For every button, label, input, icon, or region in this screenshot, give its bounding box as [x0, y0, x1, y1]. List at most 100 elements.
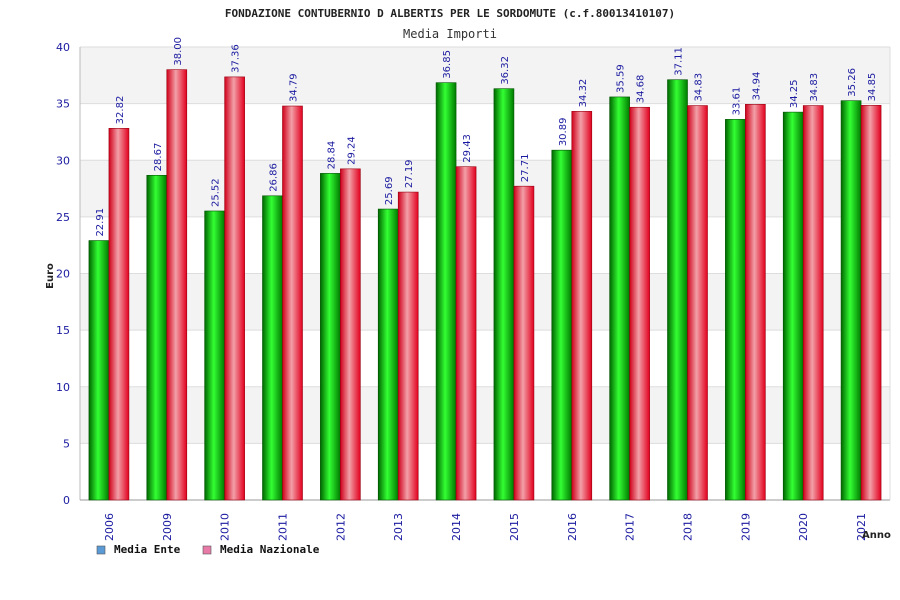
bars — [88, 69, 882, 501]
bar-media-nazionale — [455, 166, 477, 501]
value-label: 25.69 — [384, 176, 395, 205]
value-label: 34.83 — [694, 73, 705, 102]
bar-media-nazionale — [397, 191, 419, 501]
value-label: 29.24 — [346, 136, 357, 165]
y-axis-ticks: 0 5 10 15 20 25 30 35 40 — [56, 41, 70, 507]
legend-swatch — [96, 545, 106, 555]
bar-media-ente — [204, 210, 225, 501]
value-label: 28.84 — [326, 141, 337, 170]
bar-media-ente — [146, 175, 168, 501]
value-label: 33.61 — [731, 87, 742, 116]
value-label: 29.43 — [462, 134, 473, 163]
bar-media-ente — [320, 173, 341, 501]
bar-media-nazionale — [629, 106, 650, 501]
plot-band — [80, 160, 890, 217]
x-tick-label: 2011 — [277, 513, 290, 541]
value-label: 34.32 — [578, 79, 589, 108]
value-label: 28.67 — [153, 143, 164, 172]
bar-media-ente — [377, 208, 399, 501]
plot-band — [80, 273, 890, 331]
value-label: 32.82 — [115, 96, 126, 125]
bar-media-nazionale — [513, 185, 535, 501]
bar-media-nazionale — [340, 168, 361, 501]
value-label: 30.89 — [558, 118, 569, 147]
plot-band — [80, 386, 890, 444]
x-tick-label: 2015 — [508, 513, 521, 541]
value-label: 38.00 — [173, 37, 184, 66]
y-tick-label: 35 — [56, 98, 70, 111]
value-label: 37.36 — [231, 44, 242, 73]
bar-media-nazionale — [802, 105, 824, 501]
bar-media-nazionale — [166, 69, 188, 501]
legend-swatch — [202, 545, 212, 555]
x-tick-label: 2013 — [392, 513, 405, 541]
x-tick-label: 2018 — [682, 513, 695, 541]
y-tick-label: 10 — [56, 381, 70, 394]
x-tick-label: 2021 — [855, 513, 868, 541]
bar-media-ente — [840, 100, 862, 501]
value-label: 36.32 — [500, 56, 511, 85]
legend: Media Ente Media Nazionale — [96, 543, 320, 556]
bar-media-ente — [493, 88, 515, 501]
chart-subtitle: Media Importi — [403, 27, 497, 41]
x-tick-label: 2020 — [797, 513, 810, 541]
y-axis-label: Euro — [45, 263, 56, 289]
plot-band — [80, 216, 890, 274]
value-label: 22.91 — [95, 208, 106, 237]
bar-media-nazionale — [108, 128, 130, 501]
bar-media-ente — [88, 240, 110, 501]
bar-media-nazionale — [687, 105, 708, 501]
y-tick-label: 30 — [56, 154, 70, 167]
bar-media-nazionale — [860, 105, 882, 501]
plot-band — [80, 443, 890, 500]
value-label: 34.85 — [867, 73, 878, 102]
plot-band — [80, 47, 890, 104]
bar-media-ente — [551, 149, 573, 501]
bar-media-ente — [609, 96, 630, 501]
value-label: 36.85 — [442, 50, 453, 79]
x-tick-label: 2016 — [566, 513, 579, 541]
x-tick-label: 2017 — [624, 513, 637, 541]
legend-label: Media Nazionale — [220, 543, 320, 556]
value-label: 26.86 — [269, 163, 280, 192]
x-tick-label: 2006 — [103, 513, 116, 541]
legend-label: Media Ente — [114, 543, 181, 556]
bar-media-ente — [435, 82, 457, 501]
bar-media-nazionale — [224, 76, 245, 501]
x-tick-label: 2019 — [739, 513, 752, 541]
bar-media-ente — [725, 119, 746, 501]
value-label: 35.26 — [847, 68, 858, 97]
x-axis-label: Anno — [862, 530, 891, 541]
y-tick-label: 25 — [56, 211, 70, 224]
x-tick-label: 2014 — [450, 513, 463, 541]
bar-media-ente — [782, 111, 804, 501]
value-label: 35.59 — [616, 64, 627, 93]
chart-title: FONDAZIONE CONTUBERNIO D ALBERTIS PER LE… — [225, 7, 675, 20]
y-tick-label: 0 — [63, 494, 70, 507]
value-label: 37.11 — [674, 47, 685, 76]
plot-band — [80, 330, 890, 387]
bar-media-nazionale — [282, 105, 303, 501]
y-tick-label: 20 — [56, 268, 70, 281]
value-label: 34.79 — [289, 73, 300, 102]
value-label: 34.83 — [809, 73, 820, 102]
bar-media-ente — [667, 79, 688, 501]
plot-band — [80, 103, 890, 161]
bar-media-ente — [262, 195, 283, 501]
y-tick-label: 5 — [63, 437, 70, 450]
value-label: 27.71 — [520, 154, 531, 183]
bar-media-nazionale — [571, 111, 593, 501]
value-label: 34.25 — [789, 79, 800, 108]
value-label: 25.52 — [211, 178, 222, 207]
value-labels: 22.91 32.82 28.67 38.00 25.52 37.36 26.86 34.79… — [95, 37, 878, 237]
y-tick-label: 40 — [56, 41, 70, 54]
value-label: 27.19 — [404, 159, 415, 188]
value-label: 34.94 — [751, 72, 762, 101]
bar-media-nazionale — [745, 104, 766, 501]
x-axis-ticks: 2006 2009 2010 2011 2012 2013 2014 2015 2016 2017… — [103, 513, 868, 541]
y-tick-label: 15 — [56, 324, 70, 337]
x-tick-label: 2009 — [161, 513, 174, 541]
value-label: 34.68 — [636, 75, 647, 104]
x-tick-label: 2010 — [219, 513, 232, 541]
